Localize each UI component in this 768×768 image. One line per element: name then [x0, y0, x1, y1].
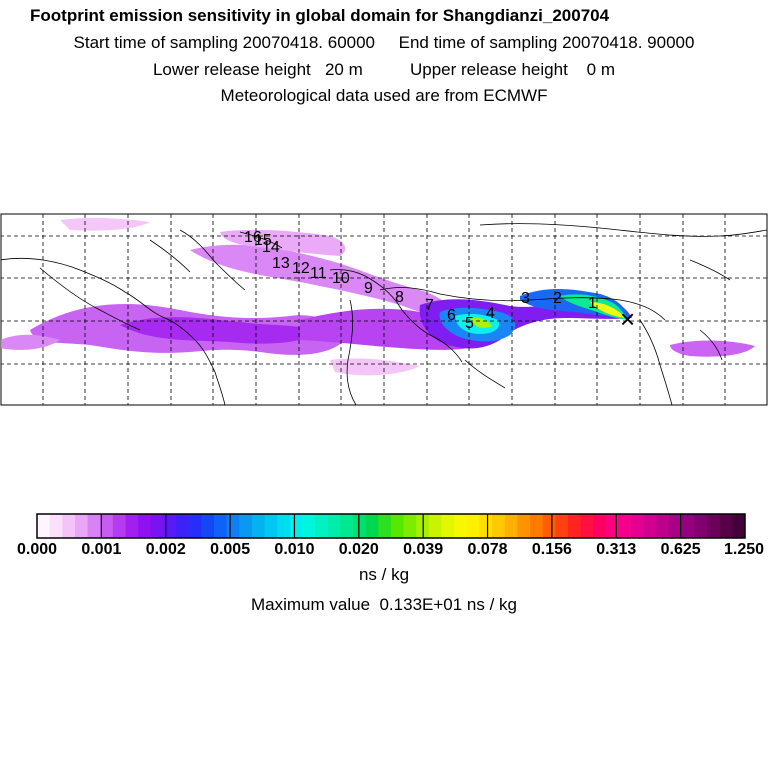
- trajectory-label-15: 15: [254, 232, 272, 249]
- colorbar-cells: [37, 514, 746, 538]
- colorbar-tick-label: 0.010: [274, 541, 314, 558]
- lat-lon-grid: [1, 214, 767, 405]
- colorbar-tick-label: 0.002: [146, 541, 186, 558]
- trajectory-label-4: 4: [486, 305, 495, 322]
- trajectory-label-13: 13: [272, 255, 290, 272]
- colorbar-swatch: [214, 514, 228, 538]
- colorbar-swatch: [353, 514, 367, 538]
- colorbar-swatch: [580, 514, 594, 538]
- receptor-marker: ×: [620, 304, 635, 334]
- colorbar-tick-label: 1.250: [724, 541, 764, 558]
- colorbar-swatch: [428, 514, 443, 538]
- colorbar-swatch: [391, 514, 405, 538]
- colorbar-swatch: [100, 514, 114, 538]
- colorbar-swatch: [441, 514, 455, 538]
- colorbar-swatch: [201, 514, 215, 538]
- trajectory-label-3: 3: [521, 290, 530, 307]
- colorbar-swatch: [732, 514, 746, 538]
- colorbar-swatch: [188, 514, 202, 538]
- colorbar-swatch: [555, 514, 569, 538]
- trajectory-label-8: 8: [395, 289, 404, 306]
- colorbar-swatch: [656, 514, 670, 538]
- colorbar-swatch: [302, 514, 316, 538]
- colorbar-tick-label: 0.625: [661, 541, 701, 558]
- colorbar-swatch: [150, 514, 164, 538]
- colorbar-swatch: [163, 514, 177, 538]
- met-data-source: Meteorological data used are from ECMWF: [220, 86, 548, 105]
- colorbar-swatch: [277, 514, 291, 538]
- colorbar-unit: ns / kg: [358, 565, 410, 584]
- colorbar-swatch: [719, 514, 733, 538]
- colorbar-tick-label: 0.078: [468, 541, 508, 558]
- trajectory-label-7: 7: [425, 297, 434, 314]
- colorbar-swatch: [593, 514, 607, 538]
- colorbar-swatch: [530, 514, 544, 538]
- colorbar-swatch: [643, 514, 657, 538]
- trajectory-label-6: 6: [447, 307, 456, 324]
- colorbar-swatch: [138, 514, 152, 538]
- colorbar-tick-label: 0.156: [532, 541, 572, 558]
- colorbar-swatch: [568, 514, 582, 538]
- colorbar-swatch: [631, 514, 645, 538]
- colorbar-swatch: [707, 514, 721, 538]
- colorbar-swatch: [340, 514, 354, 538]
- colorbar-swatch: [669, 514, 683, 538]
- trajectory-label-11: 11: [310, 265, 327, 282]
- map-title: Footprint emission sensitivity in global…: [30, 6, 610, 25]
- trajectory-label-1: 1: [588, 295, 597, 312]
- colorbar-tick-label: 0.001: [81, 541, 121, 558]
- maximum-value: Maximum value 0.133E+01 ns / kg: [251, 595, 517, 614]
- colorbar-swatch: [289, 514, 303, 538]
- trajectory-label-16: 16: [244, 229, 262, 246]
- colorbar-tick-label: 0.005: [210, 541, 250, 558]
- colorbar-swatch: [125, 514, 139, 538]
- colorbar-swatch: [365, 514, 379, 538]
- trajectory-label-2: 2: [553, 290, 562, 307]
- colorbar-swatch: [681, 514, 695, 538]
- colorbar-swatch: [605, 514, 620, 538]
- colorbar-tick-labels: 0.000 0.001 0.002 0.005 0.010 0.020 0.039 0.078…: [17, 541, 764, 558]
- colorbar-swatch: [492, 514, 506, 538]
- colorbar-swatch: [378, 514, 392, 538]
- colorbar-swatch: [504, 514, 518, 538]
- colorbar-swatch: [239, 514, 253, 538]
- colorbar-swatch: [618, 514, 632, 538]
- colorbar-swatch: [315, 514, 329, 538]
- colorbar-swatch: [176, 514, 190, 538]
- colorbar-swatch: [226, 514, 240, 538]
- colorbar-swatch: [74, 514, 89, 538]
- colorbar-swatch: [403, 514, 417, 538]
- colorbar-swatch: [251, 514, 266, 538]
- colorbar-frame: [36, 513, 746, 539]
- colorbar-tick-label: 0.020: [339, 541, 379, 558]
- colorbar-swatch: [62, 514, 76, 538]
- release-heights: Lower release height 20 m Upper release …: [152, 60, 616, 79]
- sampling-times: Start time of sampling 20070418. 60000 E…: [73, 33, 695, 52]
- colorbar-swatch: [87, 514, 101, 538]
- trajectory-label-10: 10: [332, 270, 350, 287]
- colorbar-swatch: [479, 514, 493, 538]
- footprint-field: [1, 217, 755, 376]
- colorbar-swatch: [49, 514, 63, 538]
- colorbar-swatch: [327, 514, 341, 538]
- colorbar-tick-label: 0.039: [403, 541, 443, 558]
- colorbar-tick-label: 0.000: [17, 541, 57, 558]
- colorbar-swatch: [517, 514, 531, 538]
- colorbar-swatch: [112, 514, 126, 538]
- colorbar-swatch: [694, 514, 708, 538]
- colorbar-swatch: [542, 514, 556, 538]
- colorbar-tick-label: 0.313: [596, 541, 636, 558]
- coastlines: [1, 223, 767, 405]
- trajectory-label-12: 12: [292, 260, 310, 277]
- colorbar-dividers: [100, 514, 682, 538]
- trajectory-label-5: 5: [465, 315, 474, 332]
- trajectory-label-9: 9: [364, 280, 373, 297]
- trajectory-label-14: 14: [262, 239, 280, 256]
- colorbar-swatch: [466, 514, 480, 538]
- colorbar-swatch: [454, 514, 468, 538]
- colorbar-swatch: [37, 514, 51, 538]
- colorbar-swatch: [264, 514, 278, 538]
